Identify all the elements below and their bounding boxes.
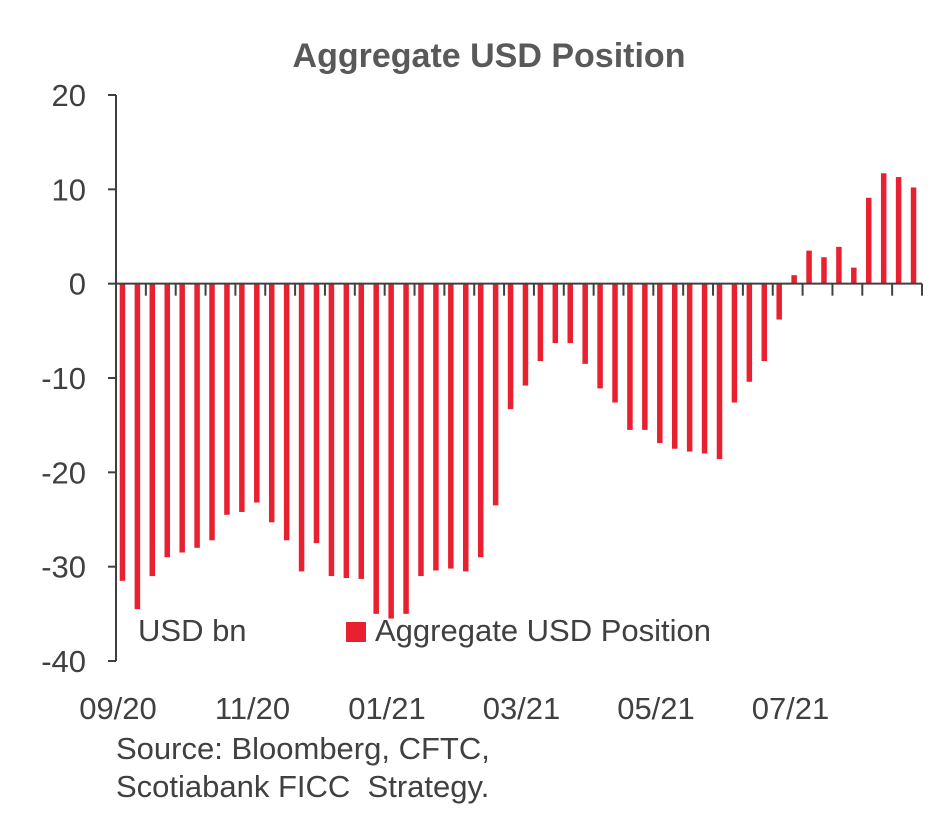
bar — [313, 283, 320, 544]
bar — [373, 283, 379, 614]
bar — [358, 283, 365, 579]
bar — [522, 283, 529, 386]
bar — [567, 283, 573, 344]
bar — [746, 283, 753, 382]
bar — [627, 283, 633, 430]
x-tick-label: 05/21 — [617, 691, 695, 726]
y-tick-label: -20 — [41, 455, 86, 490]
bar — [552, 283, 559, 344]
y-axis-ticks: 20 10 0 -10 -20 -30 -40 — [41, 78, 116, 679]
x-tick-label: 09/20 — [79, 691, 157, 726]
bar — [507, 283, 514, 410]
x-tick-label: 01/21 — [348, 691, 426, 726]
bar — [701, 283, 708, 454]
bar — [179, 283, 185, 553]
bar — [268, 283, 275, 523]
bar — [283, 283, 290, 541]
bar — [448, 283, 454, 569]
bar — [716, 283, 723, 460]
bar — [164, 283, 170, 558]
bar — [657, 283, 663, 444]
bar — [224, 283, 230, 515]
bar — [254, 283, 260, 503]
y-tick-label: -30 — [41, 550, 86, 585]
bar — [328, 283, 335, 577]
bar — [761, 283, 768, 362]
bar — [119, 283, 126, 581]
chart-title: Aggregate USD Position — [293, 37, 686, 75]
y-tick-label: 0 — [69, 267, 86, 302]
bar — [433, 283, 439, 571]
bar — [642, 283, 648, 430]
bar — [537, 283, 544, 362]
bar — [776, 283, 782, 320]
bar — [582, 283, 588, 364]
unit-label: USD bn — [138, 613, 247, 648]
legend-label: Aggregate USD Position — [375, 613, 711, 648]
bar — [731, 283, 738, 403]
bar — [134, 283, 141, 610]
bar — [806, 250, 812, 284]
bar — [836, 246, 842, 284]
x-tick-label: 11/20 — [215, 691, 290, 726]
bar — [671, 283, 678, 449]
bar — [821, 257, 827, 284]
bar — [298, 283, 305, 572]
bar — [463, 283, 469, 572]
bar — [597, 283, 603, 389]
x-tick-label: 07/21 — [752, 691, 830, 726]
axes — [115, 95, 922, 661]
x-axis-ticks: 09/20 11/20 01/21 03/21 05/21 07/21 — [79, 283, 923, 726]
bar — [880, 173, 887, 284]
bar — [194, 283, 200, 548]
bar — [343, 283, 350, 578]
legend-swatch — [346, 622, 366, 642]
bar — [388, 283, 394, 619]
bar — [612, 283, 618, 403]
bar — [866, 197, 872, 284]
source-line-1: Source: Bloomberg, CFTC, — [116, 731, 490, 766]
y-tick-label: 20 — [52, 78, 86, 113]
bar — [477, 283, 484, 558]
bar — [895, 177, 902, 284]
bar — [851, 267, 857, 284]
bar-group — [119, 173, 917, 619]
x-tick-label: 03/21 — [483, 691, 561, 726]
source-note: Source: Bloomberg, CFTC, Scotiabank FICC … — [116, 730, 490, 806]
bar — [910, 187, 917, 284]
bar — [403, 283, 409, 614]
bar — [418, 283, 424, 577]
bar — [686, 283, 693, 452]
bar — [791, 275, 797, 284]
bar — [149, 283, 156, 577]
y-tick-label: -40 — [41, 644, 86, 679]
y-tick-label: -10 — [41, 361, 86, 396]
y-tick-label: 10 — [52, 172, 86, 207]
bar — [209, 283, 215, 541]
source-line-2: Scotiabank FICC Strategy. — [116, 769, 490, 804]
bar — [239, 283, 245, 512]
bar — [492, 283, 499, 506]
